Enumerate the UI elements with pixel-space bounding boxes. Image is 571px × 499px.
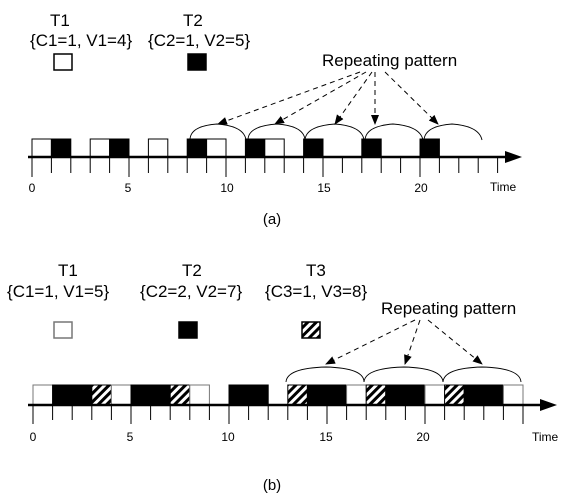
repeating-pattern-label-b: Repeating pattern xyxy=(381,299,516,318)
panel-a: T1 {C1=1, V1=4} T2 {C2=1, V2=5} Repeatin… xyxy=(28,11,522,228)
slot-hatch xyxy=(169,384,191,406)
task-a1-swatch xyxy=(53,53,73,71)
pattern-braces-a xyxy=(189,123,483,141)
caption-a: (a) xyxy=(263,211,281,228)
slot-white xyxy=(346,384,367,406)
tick-label-b-5: 5 xyxy=(127,430,134,444)
tick-label-a-15: 15 xyxy=(317,181,331,195)
timeline-arrow-b xyxy=(540,399,557,411)
panel-b: T1 {C1=1, V1=5} T2 {C2=2, V2=7} T3 {C3=1… xyxy=(7,261,559,494)
tick-label-a-10: 10 xyxy=(220,181,234,195)
pattern-arrows-a xyxy=(217,71,439,125)
slot-black xyxy=(50,138,72,158)
slot-black xyxy=(306,384,328,406)
tick-label-a-5: 5 xyxy=(125,181,132,195)
task-a2-name: T2 xyxy=(183,11,203,30)
task-b2-swatch xyxy=(178,321,198,339)
slot-white xyxy=(502,384,524,406)
slot-black xyxy=(52,384,73,406)
tick-label-b-0: 0 xyxy=(30,430,37,444)
slot-hatch xyxy=(444,384,465,406)
task-b1-swatch xyxy=(53,321,73,339)
task-b2-params: {C2=2, V2=7} xyxy=(140,282,242,301)
time-label-b: Time xyxy=(532,430,559,444)
slot-black xyxy=(303,138,324,158)
task-b3-name: T3 xyxy=(306,261,326,280)
slot-hatch xyxy=(91,384,112,406)
slot-black xyxy=(244,138,266,158)
caption-b: (b) xyxy=(263,477,281,494)
slot-black xyxy=(361,138,382,158)
task-a2-swatch xyxy=(187,53,207,71)
slot-white xyxy=(31,138,52,158)
slot-hatch xyxy=(365,384,387,406)
timeline-slots-a xyxy=(31,138,440,158)
slot-hatch xyxy=(287,384,308,406)
slot-white xyxy=(110,384,132,406)
slot-white xyxy=(264,138,285,158)
pattern-braces-b xyxy=(285,366,522,383)
slot-black xyxy=(150,384,171,406)
slot-white xyxy=(32,384,54,406)
timeline-slots-b xyxy=(32,384,524,406)
task-b1-name: T1 xyxy=(58,261,78,280)
time-label-a: Time xyxy=(490,180,517,194)
slot-white xyxy=(424,384,446,406)
task-a2-params: {C2=1, V2=5} xyxy=(148,31,250,50)
slot-white xyxy=(147,138,169,158)
tick-label-a-0: 0 xyxy=(29,181,36,195)
tick-label-a-20: 20 xyxy=(414,181,428,195)
task-b2-name: T2 xyxy=(182,261,202,280)
slot-white xyxy=(206,138,227,158)
slot-black xyxy=(483,384,504,406)
slot-black xyxy=(228,384,250,406)
slot-black xyxy=(419,138,440,158)
tick-label-b-15: 15 xyxy=(319,430,333,444)
task-b3-params: {C3=1, V3=8} xyxy=(265,282,367,301)
slot-white xyxy=(189,384,210,406)
pattern-arrows-b xyxy=(325,319,483,365)
timeline-ticks-b xyxy=(32,405,524,424)
timeline-arrow-a xyxy=(505,151,522,163)
task-a1-params: {C1=1, V1=4} xyxy=(30,31,132,50)
slot-black xyxy=(109,138,130,158)
tick-label-b-20: 20 xyxy=(416,430,430,444)
task-b3-swatch xyxy=(301,321,321,339)
slot-black xyxy=(463,384,485,406)
slot-black xyxy=(385,384,406,406)
slot-black xyxy=(186,138,208,158)
slot-black xyxy=(130,384,152,406)
repeating-pattern-label-a: Repeating pattern xyxy=(322,51,457,70)
slot-black xyxy=(248,384,269,406)
slot-black xyxy=(404,384,426,406)
timeline-ticks-a xyxy=(31,157,499,177)
slot-black xyxy=(326,384,348,406)
tick-label-b-10: 10 xyxy=(221,430,235,444)
task-b1-params: {C1=1, V1=5} xyxy=(7,282,109,301)
slot-black xyxy=(71,384,93,406)
slot-white xyxy=(89,138,111,158)
task-a1-name: T1 xyxy=(50,11,70,30)
